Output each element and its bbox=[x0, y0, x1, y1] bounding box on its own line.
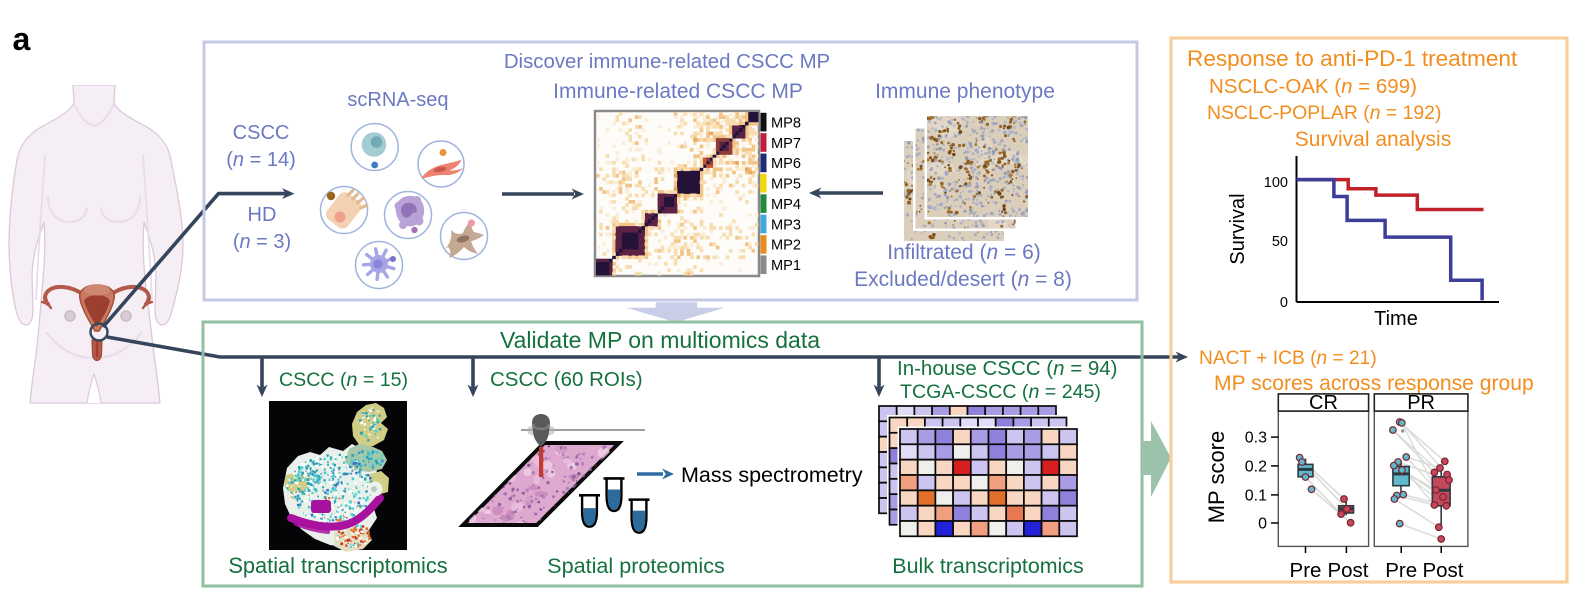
svg-text:NSCLC-OAK (n = 699): NSCLC-OAK (n = 699) bbox=[1209, 75, 1417, 98]
svg-text:MP1: MP1 bbox=[771, 258, 801, 274]
svg-text:(n = 3): (n = 3) bbox=[233, 231, 291, 253]
svg-text:MP5: MP5 bbox=[771, 177, 801, 193]
svg-text:Infiltrated (n = 6): Infiltrated (n = 6) bbox=[887, 241, 1041, 264]
svg-text:0.2: 0.2 bbox=[1245, 458, 1267, 475]
svg-text:CSCC (60 ROIs): CSCC (60 ROIs) bbox=[490, 368, 643, 391]
svg-text:50: 50 bbox=[1272, 234, 1288, 250]
svg-text:Pre: Pre bbox=[1385, 559, 1417, 582]
svg-text:100: 100 bbox=[1264, 175, 1288, 191]
svg-text:NACT + ICB (n = 21): NACT + ICB (n = 21) bbox=[1199, 348, 1377, 369]
svg-text:Time: Time bbox=[1374, 308, 1418, 330]
svg-text:0: 0 bbox=[1258, 516, 1267, 533]
svg-text:a: a bbox=[13, 21, 31, 57]
svg-text:scRNA-seq: scRNA-seq bbox=[347, 89, 448, 111]
svg-text:MP2: MP2 bbox=[771, 238, 801, 254]
svg-text:PR: PR bbox=[1407, 392, 1435, 414]
svg-text:0: 0 bbox=[1280, 295, 1288, 311]
svg-text:Spatial transcriptomics: Spatial transcriptomics bbox=[228, 553, 447, 578]
svg-text:Discover immune-related CSCC M: Discover immune-related CSCC MP bbox=[504, 51, 830, 73]
svg-text:Response to anti-PD-1 treatmen: Response to anti-PD-1 treatment bbox=[1187, 46, 1518, 71]
svg-text:MP scores across response grou: MP scores across response group bbox=[1214, 372, 1534, 395]
svg-text:MP6: MP6 bbox=[771, 156, 801, 172]
svg-text:Post: Post bbox=[1422, 559, 1463, 582]
svg-text:HD: HD bbox=[248, 204, 277, 226]
svg-text:Mass spectrometry: Mass spectrometry bbox=[681, 463, 863, 487]
svg-text:Validate MP on multiomics data: Validate MP on multiomics data bbox=[500, 327, 820, 353]
svg-text:Spatial proteomics: Spatial proteomics bbox=[547, 553, 725, 578]
svg-text:MP4: MP4 bbox=[771, 197, 801, 213]
svg-text:Bulk transcriptomics: Bulk transcriptomics bbox=[892, 554, 1083, 578]
svg-text:Immune phenotype: Immune phenotype bbox=[875, 80, 1055, 103]
svg-text:Survival analysis: Survival analysis bbox=[1295, 128, 1451, 151]
svg-text:Post: Post bbox=[1327, 559, 1368, 582]
svg-text:Immune-related CSCC MP: Immune-related CSCC MP bbox=[553, 80, 803, 103]
svg-text:Survival: Survival bbox=[1227, 193, 1249, 264]
svg-text:MP7: MP7 bbox=[771, 136, 801, 152]
svg-text:MP3: MP3 bbox=[771, 217, 801, 233]
svg-text:NSCLC-POPLAR (n = 192): NSCLC-POPLAR (n = 192) bbox=[1207, 102, 1441, 124]
svg-text:Pre: Pre bbox=[1290, 559, 1322, 582]
svg-text:(n = 14): (n = 14) bbox=[226, 149, 296, 171]
svg-text:TCGA-CSCC (n = 245): TCGA-CSCC (n = 245) bbox=[900, 381, 1101, 403]
svg-text:Excluded/desert (n = 8): Excluded/desert (n = 8) bbox=[854, 268, 1072, 291]
svg-text:0.3: 0.3 bbox=[1245, 430, 1267, 447]
svg-text:CSCC (n = 15): CSCC (n = 15) bbox=[279, 369, 408, 391]
svg-text:MP score: MP score bbox=[1204, 431, 1229, 524]
svg-text:CR: CR bbox=[1309, 392, 1338, 414]
svg-text:In-house CSCC (n = 94): In-house CSCC (n = 94) bbox=[897, 357, 1118, 380]
svg-text:CSCC: CSCC bbox=[233, 122, 290, 144]
svg-text:MP8: MP8 bbox=[771, 116, 801, 132]
svg-text:0.1: 0.1 bbox=[1245, 487, 1267, 504]
